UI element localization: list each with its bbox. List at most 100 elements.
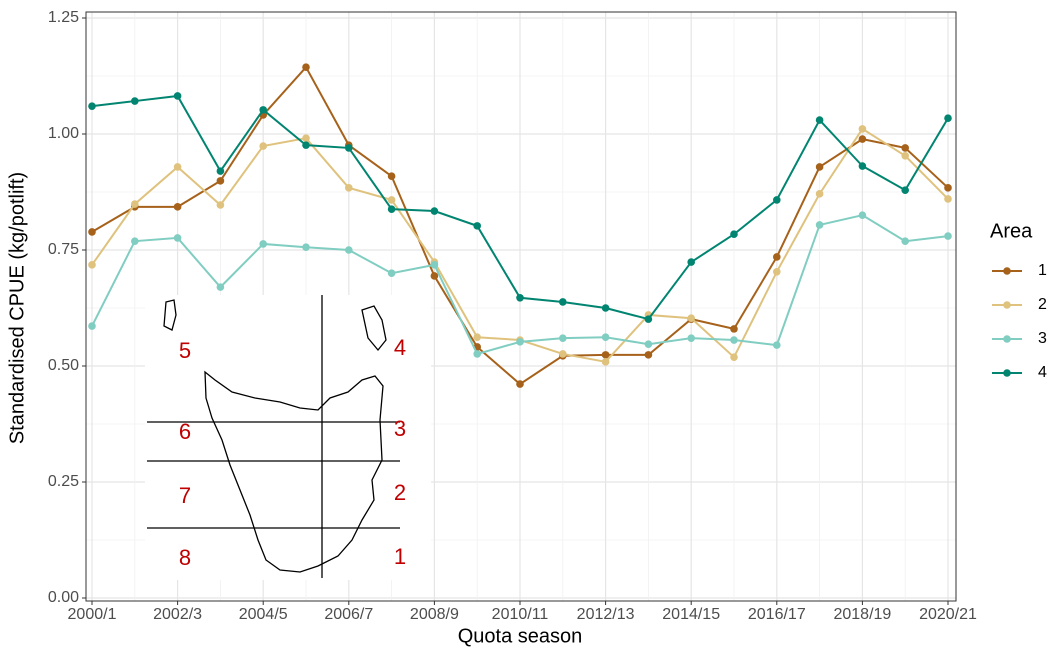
data-point bbox=[559, 350, 567, 358]
data-point bbox=[644, 340, 653, 348]
x-tick-label: 2000/1 bbox=[68, 606, 117, 623]
data-point bbox=[773, 268, 781, 276]
data-point bbox=[387, 269, 396, 278]
y-axis-title: Standardised CPUE (kg/potlift) bbox=[6, 172, 28, 444]
data-point bbox=[601, 333, 610, 342]
legend-label: 3 bbox=[1038, 330, 1047, 347]
data-point bbox=[430, 207, 439, 215]
data-point bbox=[173, 163, 182, 171]
data-point bbox=[88, 228, 96, 236]
data-point bbox=[730, 325, 738, 333]
y-tick-label: 0.75 bbox=[48, 241, 79, 258]
data-point bbox=[815, 163, 824, 171]
data-point bbox=[302, 134, 310, 142]
data-point bbox=[858, 135, 867, 143]
data-point bbox=[815, 190, 824, 198]
data-point bbox=[516, 293, 524, 302]
data-point bbox=[601, 358, 610, 366]
data-point bbox=[815, 116, 824, 124]
data-point bbox=[944, 195, 952, 203]
data-point bbox=[345, 184, 353, 192]
x-tick-label: 2016/17 bbox=[748, 606, 806, 623]
legend-label: 2 bbox=[1038, 296, 1047, 313]
data-point bbox=[259, 240, 268, 248]
data-point bbox=[944, 184, 952, 192]
panel-border bbox=[85, 11, 957, 602]
x-tick-label: 2006/7 bbox=[324, 606, 373, 623]
data-point bbox=[730, 230, 738, 239]
data-point bbox=[173, 92, 182, 100]
data-point bbox=[131, 200, 139, 208]
legend-point bbox=[1003, 335, 1011, 343]
data-point bbox=[345, 144, 353, 152]
data-point bbox=[302, 243, 310, 252]
data-point bbox=[901, 237, 909, 245]
data-point bbox=[131, 97, 139, 105]
king-island bbox=[163, 299, 177, 331]
data-point bbox=[644, 315, 653, 323]
data-point bbox=[387, 172, 396, 181]
x-tick-label: 2008/9 bbox=[410, 606, 459, 623]
data-point bbox=[302, 63, 310, 71]
data-point bbox=[173, 203, 182, 211]
data-point bbox=[559, 298, 567, 306]
tasmania-outline bbox=[204, 370, 384, 573]
legend: 1 2 3 4 bbox=[992, 262, 1047, 381]
data-point bbox=[901, 186, 909, 194]
y-tick-label: 0.25 bbox=[48, 473, 79, 490]
y-tick-label: 1.00 bbox=[48, 125, 79, 142]
data-point bbox=[430, 261, 439, 269]
data-point bbox=[901, 152, 909, 160]
data-point bbox=[216, 201, 225, 209]
x-tick-label: 2012/13 bbox=[577, 606, 635, 623]
data-point bbox=[601, 351, 610, 359]
area-label: 6 bbox=[179, 419, 191, 444]
data-point bbox=[601, 304, 610, 312]
inset-map: 1 2 3 4 5 6 7 8 bbox=[145, 295, 431, 580]
data-point bbox=[88, 322, 96, 330]
data-point bbox=[131, 237, 139, 245]
data-point bbox=[901, 144, 909, 152]
x-tick-label: 2014/15 bbox=[662, 606, 720, 623]
data-point bbox=[944, 232, 952, 240]
data-point bbox=[302, 141, 310, 149]
data-point bbox=[516, 380, 524, 388]
legend-label: 1 bbox=[1038, 262, 1047, 279]
data-point bbox=[944, 114, 952, 123]
data-point bbox=[773, 196, 781, 204]
data-point bbox=[173, 234, 182, 242]
data-point bbox=[687, 334, 695, 342]
y-tick-label: 0.50 bbox=[48, 357, 79, 374]
data-point bbox=[559, 334, 567, 342]
data-point bbox=[345, 246, 353, 254]
area-label: 3 bbox=[394, 416, 406, 441]
data-point bbox=[259, 106, 268, 114]
data-point bbox=[473, 350, 482, 358]
flinders-island bbox=[361, 305, 387, 352]
data-point bbox=[430, 272, 439, 280]
marks bbox=[88, 63, 952, 388]
data-point bbox=[858, 211, 867, 219]
data-point bbox=[216, 283, 225, 291]
data-point bbox=[773, 253, 781, 261]
data-point bbox=[815, 221, 824, 229]
data-point bbox=[687, 314, 695, 323]
x-tick-label: 2010/11 bbox=[492, 606, 549, 623]
data-point bbox=[88, 102, 96, 110]
data-point bbox=[88, 261, 96, 269]
area-label: 5 bbox=[179, 338, 191, 363]
legend-label: 4 bbox=[1038, 364, 1047, 381]
x-tick-label: 2002/3 bbox=[153, 606, 202, 623]
data-point bbox=[858, 125, 867, 133]
x-tick-label: 2004/5 bbox=[239, 606, 288, 623]
y-tick-label: 0.00 bbox=[48, 589, 79, 606]
data-point bbox=[259, 142, 268, 150]
area-label: 7 bbox=[179, 483, 191, 508]
data-point bbox=[473, 222, 482, 230]
data-point bbox=[644, 351, 653, 359]
x-tick-label: 2018/19 bbox=[833, 606, 891, 623]
y-tick-label: 1.25 bbox=[48, 9, 79, 26]
data-point bbox=[387, 205, 396, 213]
data-point bbox=[687, 258, 695, 266]
